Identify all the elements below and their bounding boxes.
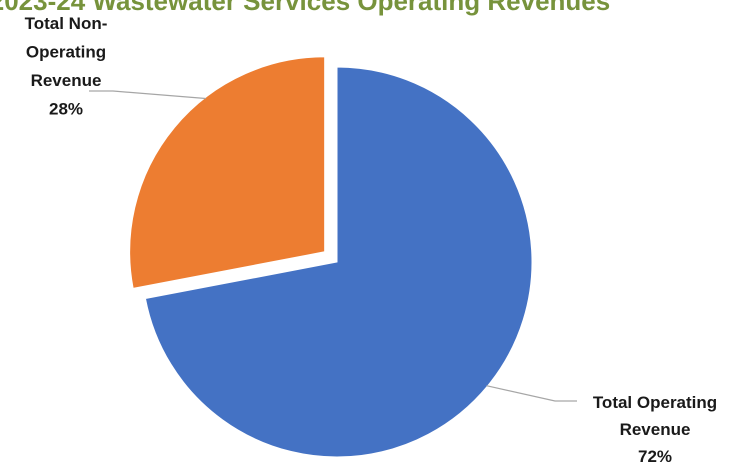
pie-slice-non-operating-revenue: [129, 56, 326, 289]
data-label-operating-revenue: Total Operating Revenue 72%: [593, 393, 717, 466]
data-label-line: 28%: [49, 100, 83, 119]
leader-line-operating-revenue: [486, 385, 577, 402]
chart-title: 2023-24 Wastewater Services Operating Re…: [0, 0, 610, 16]
data-label-line: Total Operating: [593, 393, 717, 412]
data-label-non-operating-revenue: Total Non- Operating Revenue 28%: [25, 14, 108, 119]
data-label-line: 72%: [638, 447, 672, 466]
data-label-line: Total Non-: [25, 14, 108, 33]
leader-lines: [89, 90, 577, 402]
pie-slices: [129, 56, 533, 458]
slice-labels: Total Operating Revenue 72% Total Non- Opera…: [25, 14, 718, 466]
data-label-line: Operating: [26, 43, 106, 62]
leader-line-non-operating-revenue: [89, 90, 206, 100]
data-label-line: Revenue: [620, 420, 691, 439]
data-label-line: Revenue: [31, 71, 102, 90]
